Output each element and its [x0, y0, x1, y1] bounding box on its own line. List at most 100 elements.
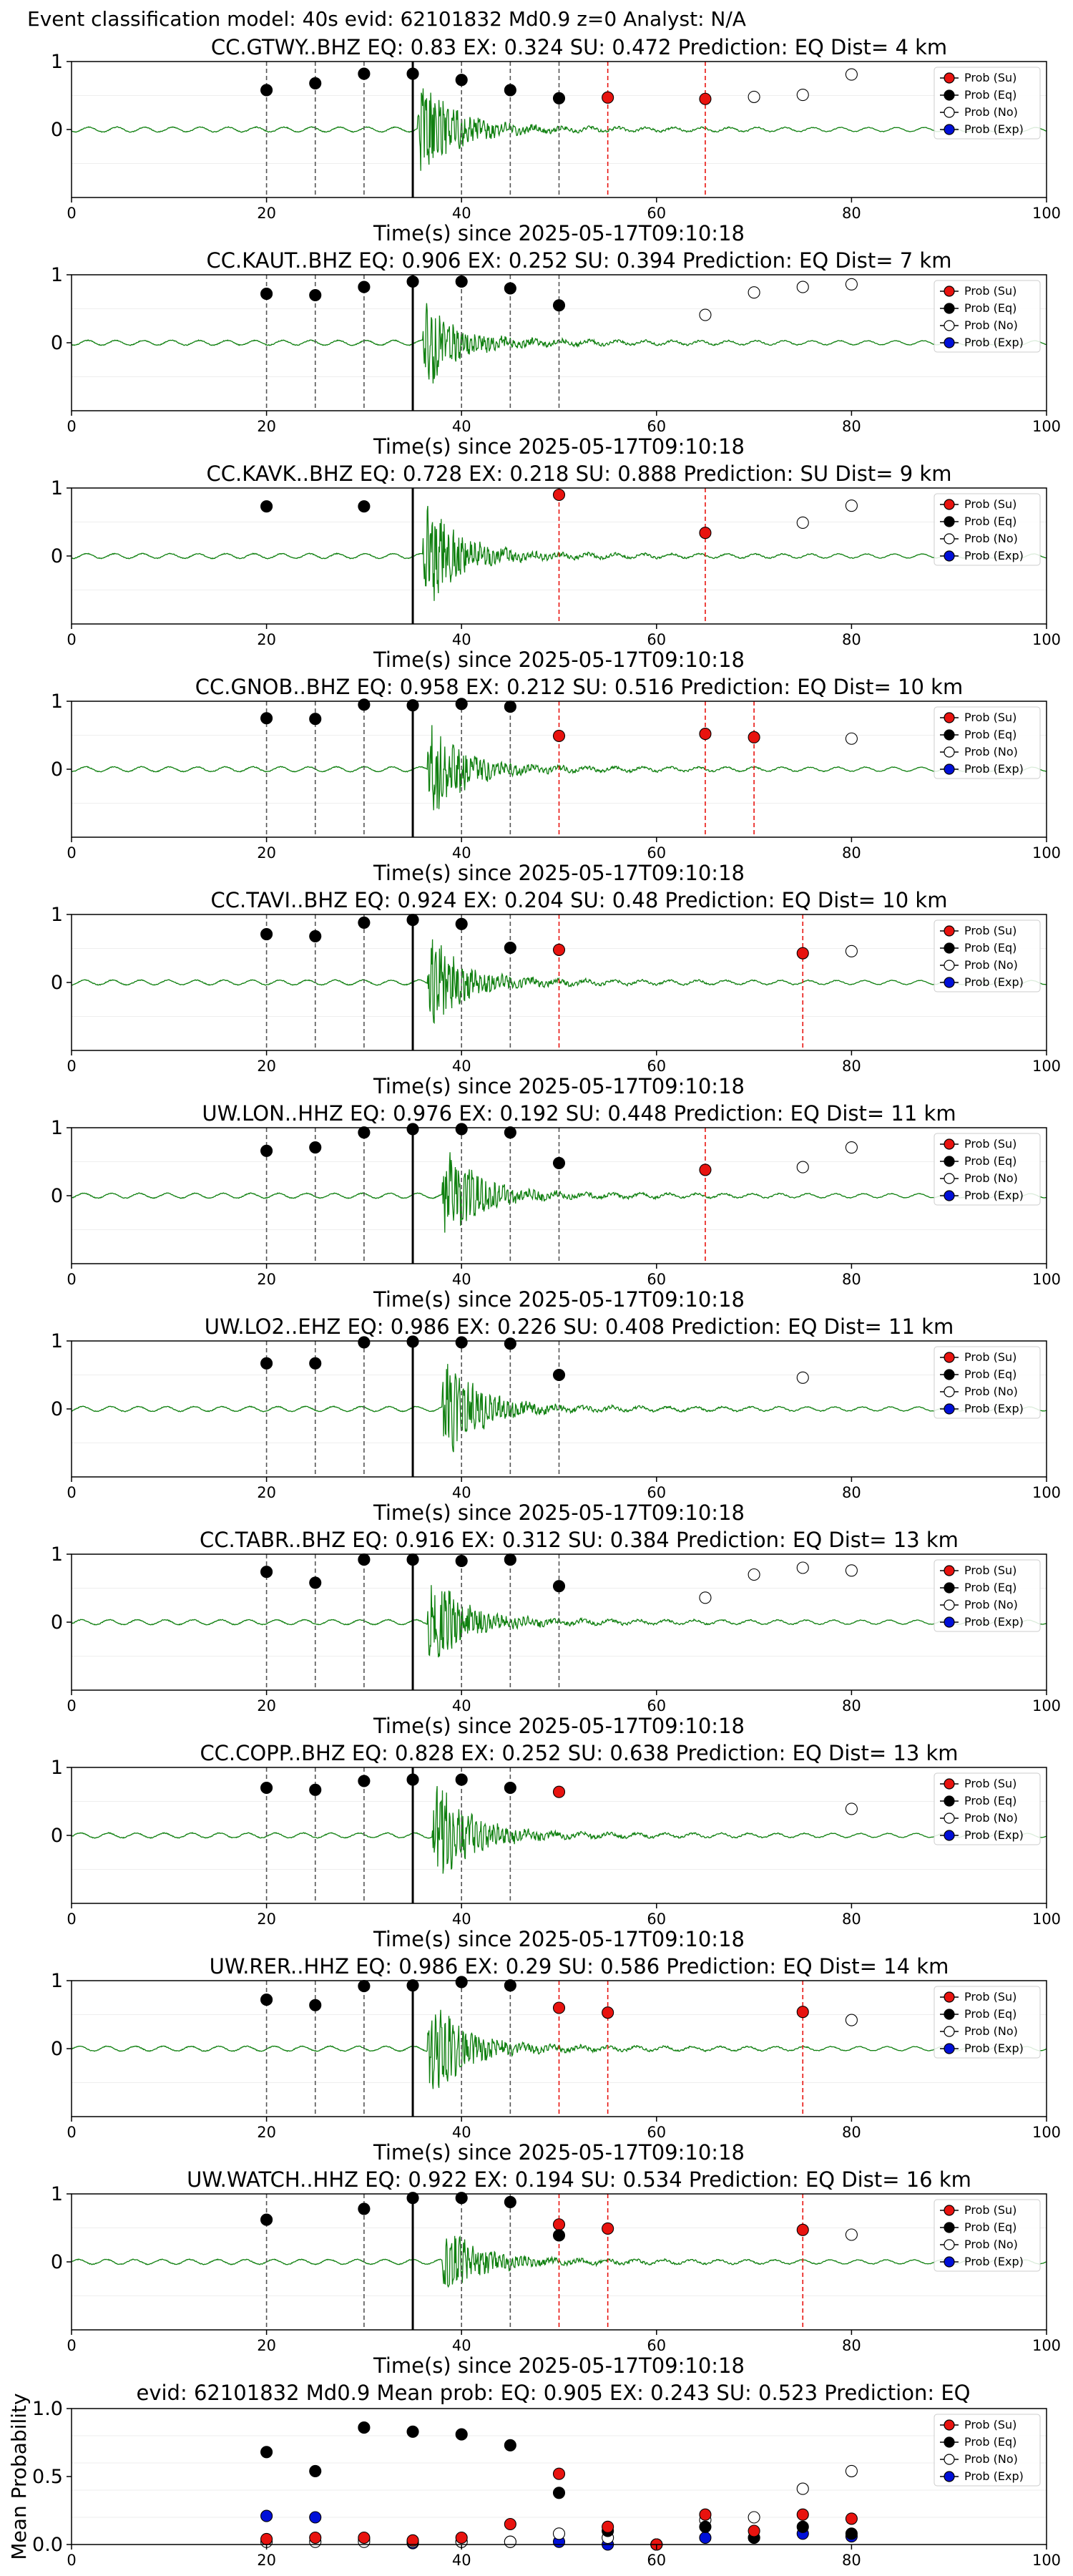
mean-prob-point — [845, 2527, 858, 2540]
prob-point — [260, 1994, 273, 2006]
prob-point — [406, 1979, 419, 1992]
prob-point — [845, 1564, 858, 1577]
legend-label: Prob (Eq) — [964, 728, 1016, 741]
x-tick-label: 0 — [67, 2124, 76, 2141]
prob-point — [796, 1371, 809, 1384]
x-tick-label: 80 — [842, 1271, 861, 1288]
prob-point — [699, 1591, 712, 1604]
station-panel: CC.GTWY..BHZ EQ: 0.83 EX: 0.324 SU: 0.47… — [51, 35, 1061, 245]
legend-marker — [944, 1138, 955, 1150]
legend-marker — [944, 303, 955, 314]
x-tick-label: 0 — [67, 1697, 76, 1714]
y-tick-label: 1 — [51, 1330, 63, 1352]
legend-marker — [944, 712, 955, 723]
legend-label: Prob (Eq) — [964, 1794, 1016, 1807]
y-tick-label: 0 — [51, 545, 63, 567]
x-tick-label: 60 — [647, 2552, 666, 2569]
prob-point — [796, 2006, 809, 2019]
prob-point — [309, 1141, 322, 1154]
x-tick-label: 60 — [647, 205, 666, 222]
panel-title: UW.RER..HHZ EQ: 0.986 EX: 0.29 SU: 0.586… — [210, 1954, 949, 1979]
prob-point — [796, 516, 809, 530]
mean-prob-point — [504, 2535, 516, 2548]
prob-point — [552, 488, 566, 502]
y-tick-label: 0.5 — [32, 2466, 63, 2488]
prob-point — [796, 89, 809, 102]
station-panel: CC.KAVK..BHZ EQ: 0.728 EX: 0.218 SU: 0.8… — [51, 462, 1061, 672]
station-panel: UW.WATCH..HHZ EQ: 0.922 EX: 0.194 SU: 0.… — [51, 2167, 1061, 2378]
y-tick-label: 0 — [51, 119, 63, 141]
y-tick-label: 1.0 — [32, 2398, 63, 2420]
legend-label: Prob (Exp) — [964, 1402, 1024, 1415]
prob-point — [260, 1357, 273, 1370]
legend-marker — [944, 516, 955, 527]
mean-prob-point — [845, 2464, 858, 2477]
legend-marker — [944, 107, 955, 118]
legend-label: Prob (Exp) — [964, 336, 1024, 349]
panel-title: CC.GNOB..BHZ EQ: 0.958 EX: 0.212 SU: 0.5… — [195, 675, 963, 699]
prob-point — [504, 2195, 516, 2208]
panel-title: CC.KAUT..BHZ EQ: 0.906 EX: 0.252 SU: 0.3… — [207, 248, 952, 273]
legend: Prob (Su) Prob (Eq) Prob (No) Prob (Exp) — [934, 919, 1041, 992]
legend-label: Prob (Su) — [964, 1350, 1016, 1364]
y-tick-label: 0 — [51, 2251, 63, 2273]
x-tick-label: 0 — [67, 2552, 76, 2569]
prob-point — [602, 2006, 614, 2019]
x-tick-label: 0 — [67, 418, 76, 435]
legend-frame — [934, 280, 1041, 353]
mean-prob-point — [748, 2511, 760, 2524]
legend-marker — [944, 2454, 955, 2465]
prob-point — [260, 928, 273, 941]
x-tick-label: 80 — [842, 2552, 861, 2569]
prob-point — [309, 1999, 322, 2011]
legend-marker — [944, 1778, 955, 1790]
prob-point — [358, 1336, 371, 1349]
prob-point — [406, 1335, 419, 1348]
legend-label: Prob (Exp) — [964, 2041, 1024, 2055]
legend-marker — [944, 72, 955, 84]
legend-label: Prob (Su) — [964, 711, 1016, 724]
legend-label: Prob (Su) — [964, 497, 1016, 511]
panel-title: CC.GTWY..BHZ EQ: 0.83 EX: 0.324 SU: 0.47… — [211, 35, 947, 59]
prob-point — [455, 74, 468, 87]
x-tick-label: 40 — [452, 1058, 471, 1075]
prob-point — [504, 1979, 516, 1992]
legend-marker — [944, 1352, 955, 1363]
legend-marker — [944, 2239, 955, 2250]
panel-title: UW.LON..HHZ EQ: 0.976 EX: 0.192 SU: 0.44… — [202, 1101, 956, 1126]
mean-prob-point — [455, 2428, 468, 2441]
prob-point — [796, 2223, 809, 2236]
legend-frame — [934, 1559, 1041, 1632]
prob-point — [309, 1576, 322, 1589]
legend-marker — [944, 1795, 955, 1807]
prob-point — [504, 282, 516, 295]
x-tick-label: 20 — [257, 1058, 276, 1075]
y-tick-label: 0 — [51, 332, 63, 354]
legend-marker — [944, 1403, 955, 1415]
station-panel: CC.COPP..BHZ EQ: 0.828 EX: 0.252 SU: 0.6… — [51, 1741, 1061, 1951]
x-tick-label: 60 — [647, 844, 666, 862]
y-tick-label: 0 — [51, 2038, 63, 2060]
prob-point — [504, 701, 516, 713]
legend-marker — [944, 2222, 955, 2233]
legend-label: Prob (Exp) — [964, 1615, 1024, 1629]
x-tick-label: 20 — [257, 631, 276, 648]
mean-prob-point — [699, 2531, 712, 2545]
legend-frame — [934, 1346, 1041, 1419]
prob-point — [504, 1553, 516, 1566]
legend-label: Prob (No) — [964, 532, 1018, 545]
legend-marker — [944, 977, 955, 988]
legend-marker — [944, 1156, 955, 1167]
prob-point — [699, 527, 712, 540]
x-tick-label: 80 — [842, 1058, 861, 1075]
legend-marker — [944, 942, 955, 954]
mean-prob-point — [455, 2531, 468, 2545]
mean-prob-point — [260, 2446, 273, 2459]
x-axis-label: Time(s) since 2025-05-17T09:10:18 — [373, 1074, 745, 1098]
legend-label: Prob (Eq) — [964, 301, 1016, 315]
mean-prob-point — [358, 2531, 371, 2545]
legend-marker — [944, 2205, 955, 2216]
prob-point — [358, 1775, 371, 1787]
prob-point — [406, 1553, 419, 1566]
prob-point — [504, 1781, 516, 1795]
